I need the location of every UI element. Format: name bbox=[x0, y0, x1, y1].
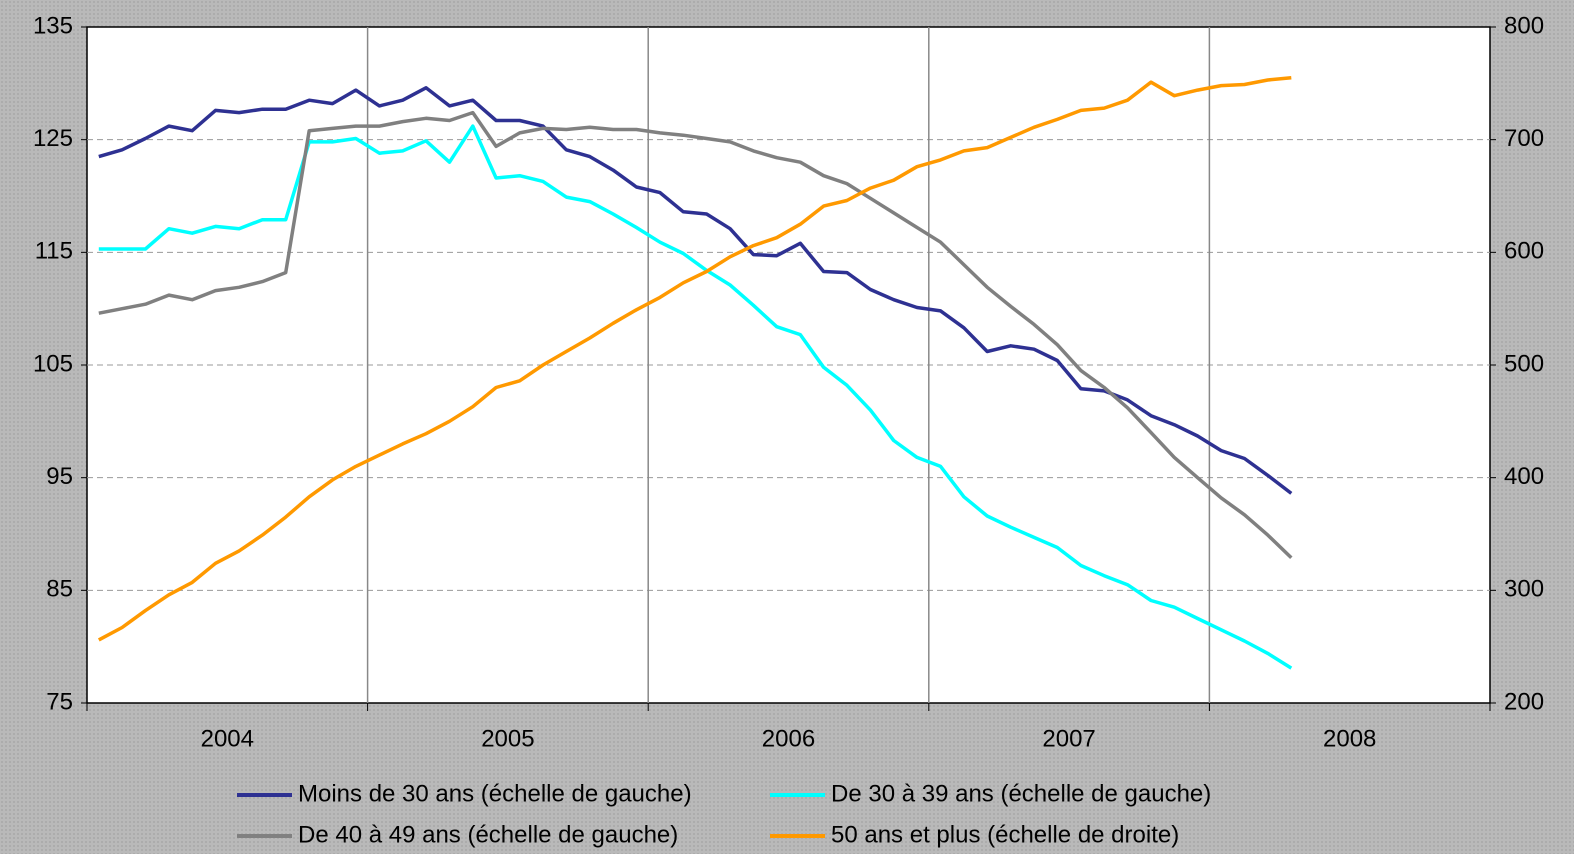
series-line bbox=[97, 75, 1292, 642]
y-tick-label: 85 bbox=[46, 576, 73, 603]
y-tick-label: 125 bbox=[33, 125, 73, 152]
series-line bbox=[98, 86, 1293, 495]
legend-label: De 30 à 39 ans (échelle de gauche) bbox=[831, 780, 1211, 807]
y-tick-label: 135 bbox=[33, 12, 73, 39]
legend-label: 50 ans et plus (échelle de droite) bbox=[831, 821, 1179, 848]
y2-tick-label: 700 bbox=[1504, 125, 1544, 152]
x-tick-label: 2008 bbox=[1323, 725, 1376, 752]
x-tick-label: 2005 bbox=[481, 725, 534, 752]
y2-tick-label: 300 bbox=[1504, 576, 1544, 603]
y2-tick-label: 200 bbox=[1504, 688, 1544, 715]
y-tick-label: 105 bbox=[33, 350, 73, 377]
legend-label: Moins de 30 ans (échelle de gauche) bbox=[298, 780, 692, 807]
y2-tick-label: 500 bbox=[1504, 350, 1544, 377]
x-tick-label: 2007 bbox=[1042, 725, 1095, 752]
series-line bbox=[98, 124, 1293, 670]
y2-tick-label: 600 bbox=[1504, 238, 1544, 265]
y-tick-label: 115 bbox=[35, 238, 73, 265]
y-tick-label: 95 bbox=[46, 463, 73, 490]
y-tick-label: 75 bbox=[46, 688, 73, 715]
series-line bbox=[98, 110, 1293, 559]
legend-label: De 40 à 49 ans (échelle de gauche) bbox=[298, 821, 678, 848]
y2-tick-label: 800 bbox=[1504, 12, 1544, 39]
y2-tick-label: 400 bbox=[1504, 463, 1544, 490]
x-tick-label: 2004 bbox=[201, 725, 254, 752]
x-tick-label: 2006 bbox=[762, 725, 815, 752]
